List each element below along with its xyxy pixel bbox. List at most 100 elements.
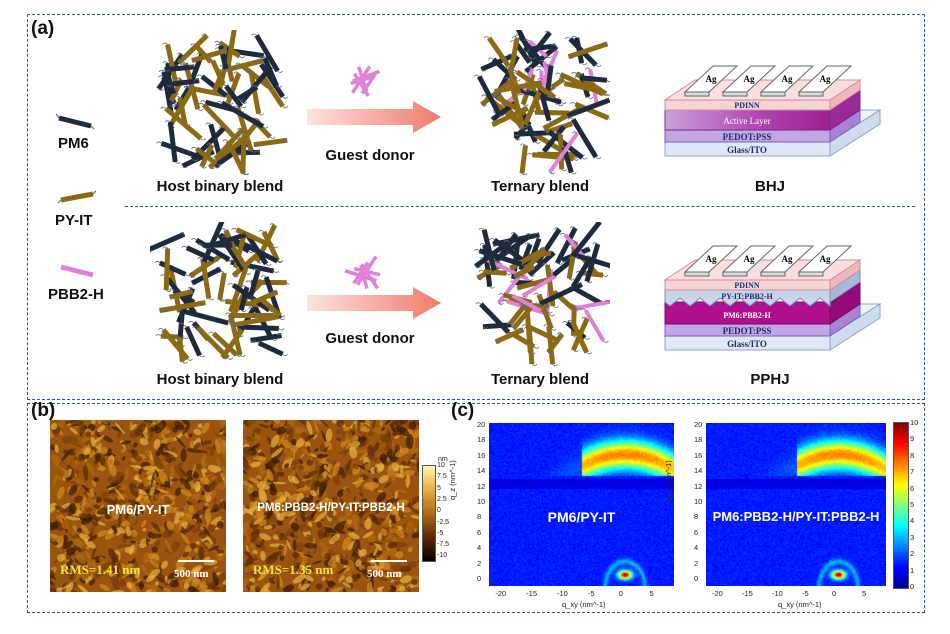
afm-texture: [68, 484, 78, 496]
afm-texture: [396, 421, 401, 426]
afm-texture: [261, 570, 266, 578]
host-binary-blend-image: [150, 222, 290, 364]
afm-texture: [370, 467, 376, 475]
afm-texture: [342, 536, 351, 551]
afm-texture: [134, 455, 143, 463]
afm-texture: [262, 474, 269, 486]
afm-texture: [164, 480, 171, 487]
host-binary-blend-image: [156, 30, 289, 175]
afm-texture: [95, 496, 102, 503]
side-chain: [524, 66, 533, 93]
afm-texture: [353, 495, 356, 502]
afm-texture: [396, 545, 400, 551]
afm-texture: [147, 420, 158, 428]
host-binary-blend-label: Host binary blend: [156, 371, 284, 388]
polymer-chain: [254, 34, 280, 73]
afm-texture: [315, 511, 328, 522]
afm-texture: [74, 495, 83, 503]
afm-texture: [304, 542, 318, 549]
afm-texture: [410, 461, 419, 467]
giwaxs-colorbar-tick: 1: [910, 565, 915, 575]
side-chain: [567, 98, 610, 118]
y-tick-label: 2: [477, 558, 482, 568]
afm-texture: [120, 448, 127, 454]
side-chain: [569, 102, 610, 120]
afm-texture: [173, 432, 184, 442]
afm-texture: [164, 539, 173, 554]
giwaxs-colorbar-tick: 4: [910, 516, 915, 526]
side-chain: [216, 101, 269, 129]
polymer-chain: [519, 145, 528, 174]
pphj-layer-pdinn: PDINN: [734, 281, 760, 290]
polymer-chain: [482, 322, 512, 330]
polymer-chain: [183, 62, 201, 110]
afm-texture: [197, 423, 203, 429]
side-chain: [171, 77, 182, 103]
afm-texture: [384, 481, 392, 488]
afm-texture: [343, 445, 350, 458]
afm-texture: [181, 424, 190, 435]
afm-texture: [148, 536, 156, 539]
afm-texture: [93, 435, 105, 444]
afm-texture: [245, 436, 255, 442]
afm-texture: [243, 480, 254, 488]
afm-texture: [281, 448, 294, 456]
afm-texture: [160, 560, 168, 570]
afm-texture: [88, 578, 96, 586]
ternary-blend-label: Ternary blend: [490, 178, 590, 195]
afm-texture: [390, 584, 397, 591]
polymer-chain: [523, 43, 556, 53]
side-chain: [495, 327, 524, 344]
afm-texture: [94, 453, 101, 463]
side-chain: [511, 69, 560, 100]
polymer-chain: [508, 303, 527, 326]
y-axis-label: q_z (nm^-1): [664, 460, 673, 500]
afm-texture: [181, 420, 190, 426]
afm-texture: [253, 516, 265, 525]
polymer-chain: [515, 30, 539, 67]
afm-texture: [281, 511, 296, 517]
side-chain: [249, 268, 259, 301]
x-axis-label: q_xy (nm^-1): [562, 600, 606, 609]
x-tick-label: -20: [712, 589, 723, 598]
side-chain: [522, 274, 556, 298]
afm-texture: [357, 501, 364, 509]
afm-texture: [179, 477, 192, 490]
afm-texture: [355, 476, 364, 488]
side-chain: [201, 143, 213, 169]
afm-texture: [330, 586, 345, 592]
panel-a-label: (a): [31, 18, 55, 39]
afm-texture: [53, 541, 59, 546]
arrow-right-icon: [307, 287, 441, 319]
afm-texture: [166, 521, 175, 531]
afm-texture: [305, 479, 316, 487]
afm-texture: [83, 538, 96, 549]
side-chain: [256, 223, 276, 264]
afm-texture: [315, 497, 328, 507]
afm-texture: [166, 504, 173, 511]
side-chain: [568, 42, 608, 59]
polymer-chain: [546, 332, 565, 355]
y-tick-label: 16: [477, 450, 486, 460]
side-chain: [536, 65, 542, 68]
afm-texture: [329, 533, 341, 545]
afm-texture: [284, 491, 292, 499]
afm-texture: [311, 560, 323, 565]
afm-texture: [216, 520, 224, 529]
polymer-chain: [563, 233, 587, 260]
side-chain: [478, 227, 500, 273]
afm-texture: [121, 456, 126, 461]
side-chain: [543, 124, 565, 154]
afm-texture: [212, 571, 219, 586]
y-tick-label: 14: [694, 466, 703, 476]
afm-texture: [327, 463, 333, 471]
afm-texture: [121, 565, 127, 571]
side-chain: [558, 145, 577, 175]
afm-texture: [341, 472, 348, 479]
panel-c-label: (c): [451, 400, 475, 421]
afm-texture: [176, 508, 185, 511]
afm-texture: [91, 546, 97, 559]
afm-texture: [96, 450, 101, 454]
polymer-chain: [231, 250, 262, 278]
afm-texture: [128, 544, 135, 556]
